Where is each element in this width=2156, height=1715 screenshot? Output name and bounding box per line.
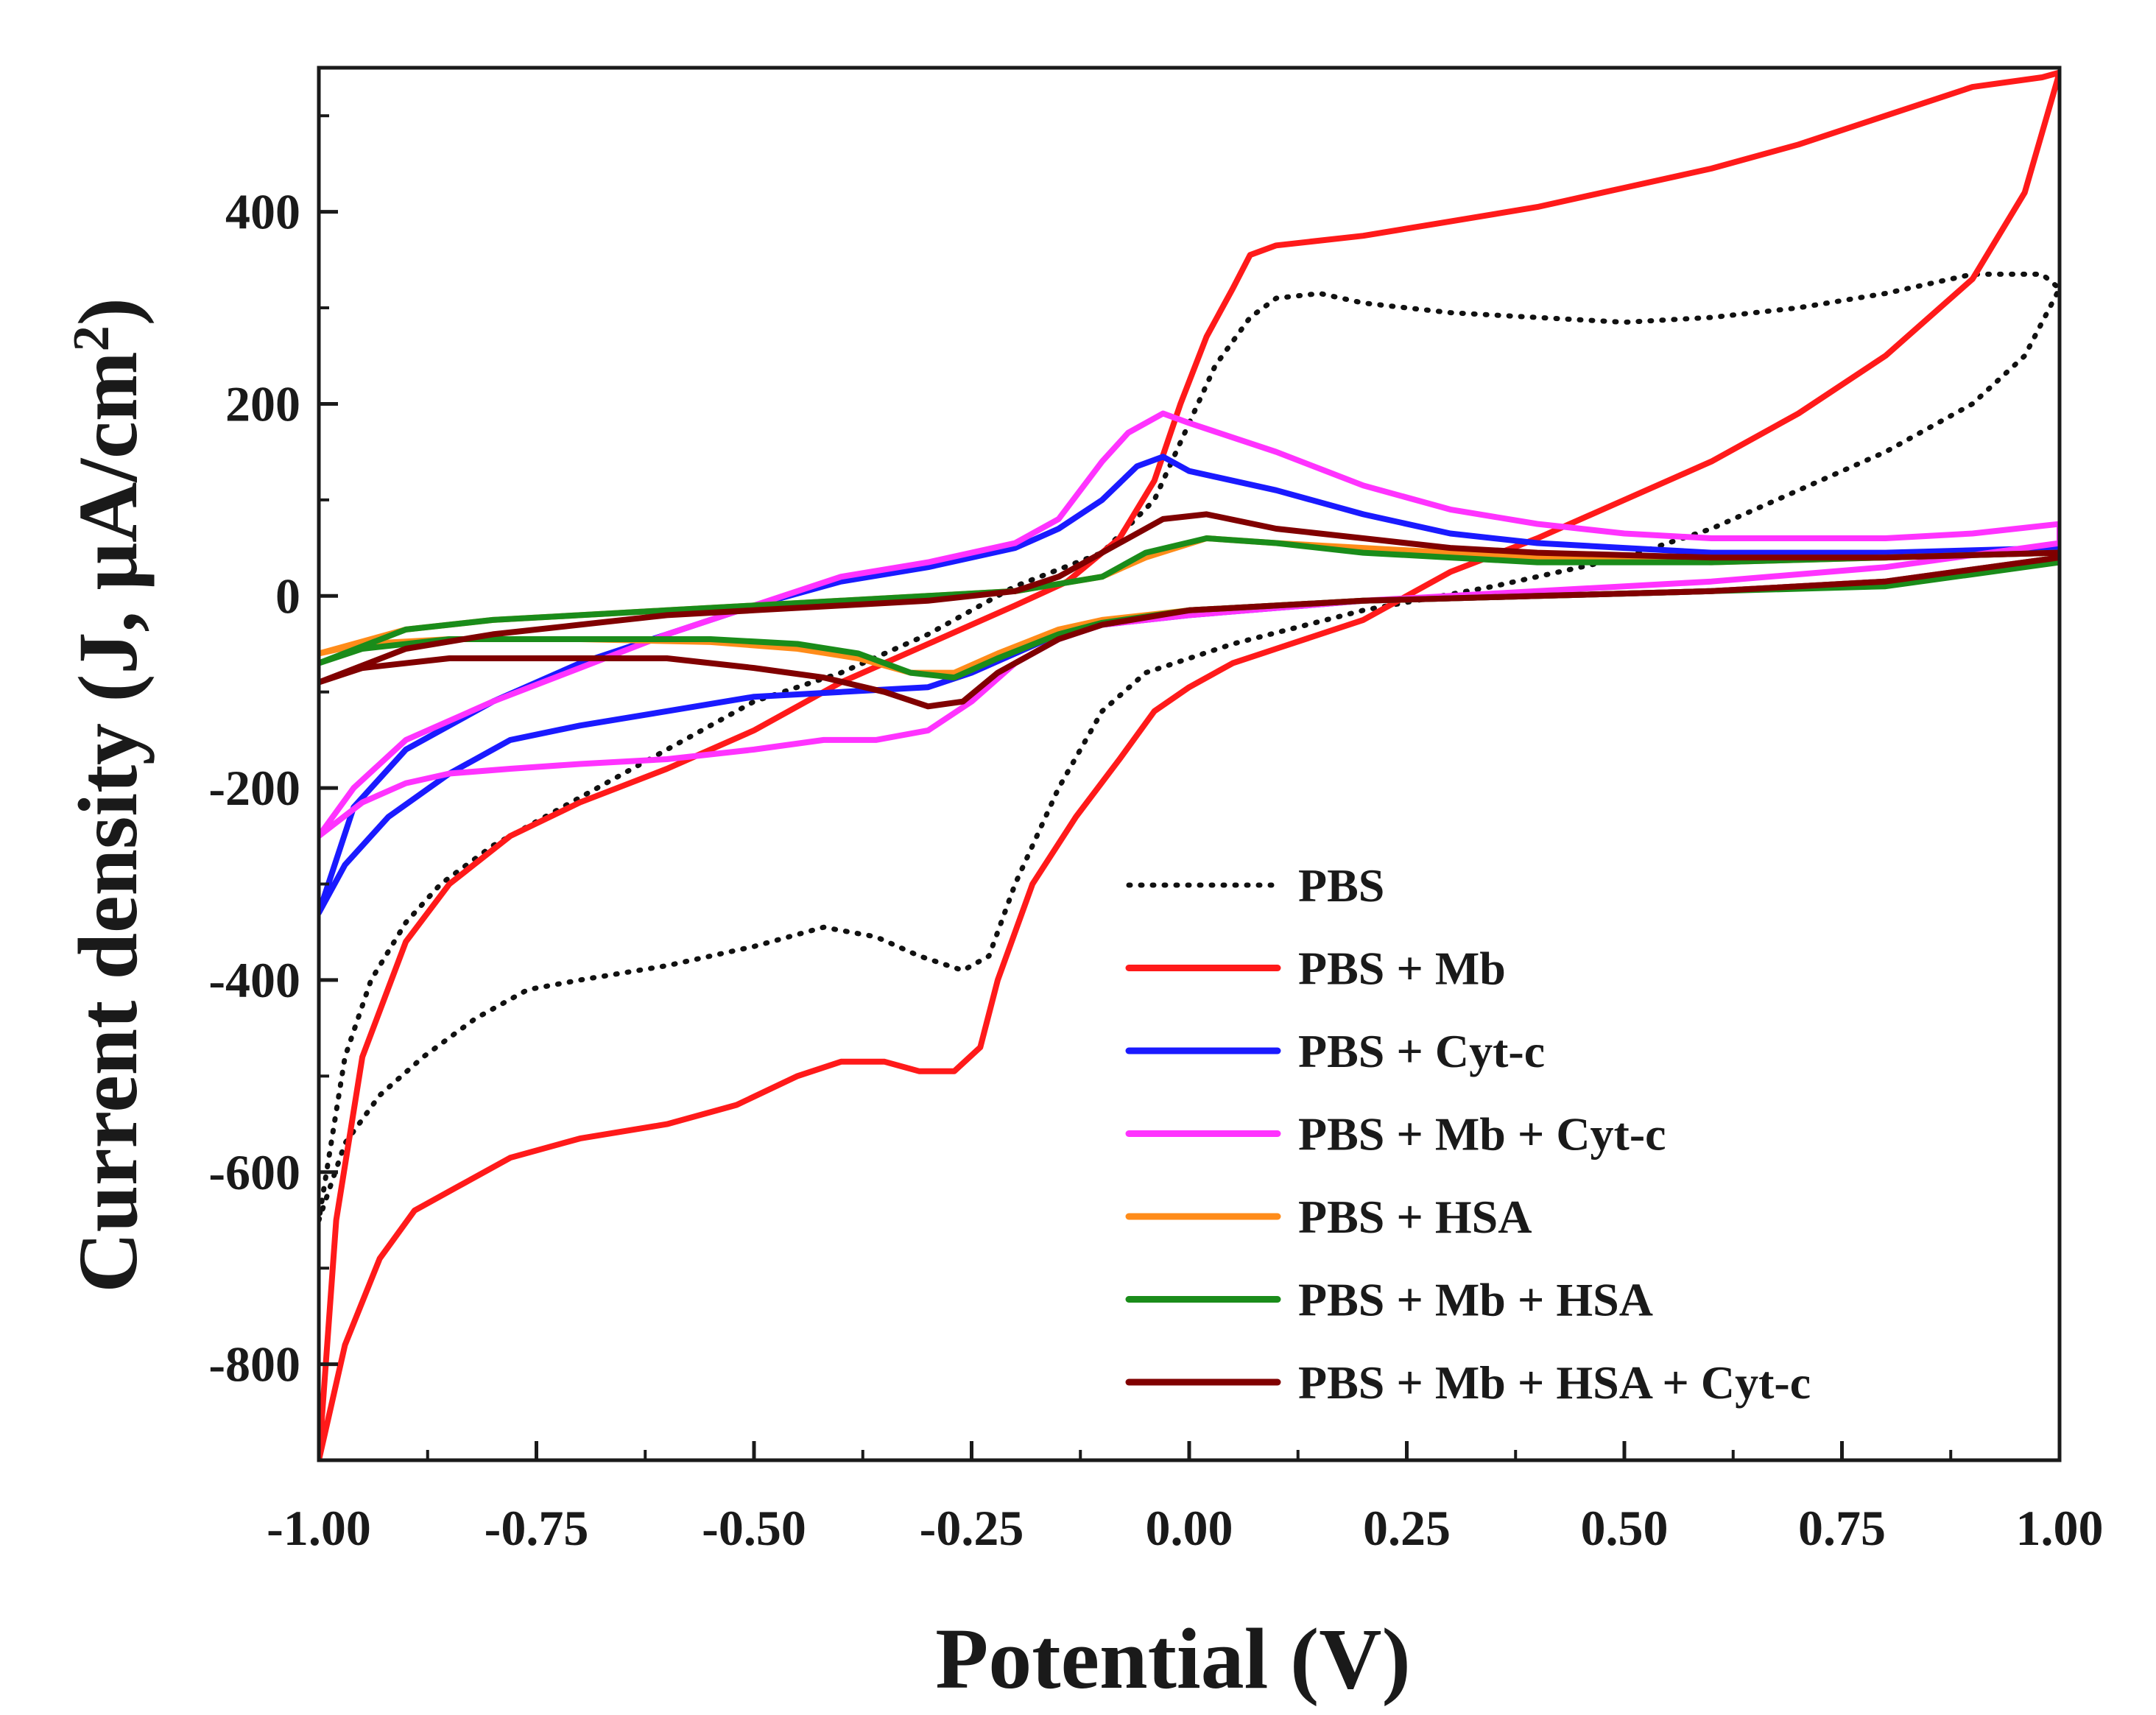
x-axis-title: Potential (V) xyxy=(935,1610,1411,1707)
series-line-pbs-cyt-c xyxy=(319,454,2060,916)
series-line-pbs xyxy=(319,271,2060,1223)
x-tick-label: -0.25 xyxy=(920,1500,1024,1556)
y-tick-label: 400 xyxy=(225,184,300,240)
legend: PBS PBS + Mb PBS + Cyt-c PBS + Mb + Cyt-c PB… xyxy=(1125,859,1811,1409)
legend-label: PBS + Cyt-c xyxy=(1298,1025,1545,1077)
legend-label: PBS xyxy=(1298,859,1384,912)
x-tick-label: 0.00 xyxy=(1146,1500,1233,1556)
series-line-pbs-mb-cyt-c xyxy=(319,410,2060,839)
x-tick-label: 0.25 xyxy=(1363,1500,1451,1556)
legend-label: PBS + Mb + Cyt-c xyxy=(1298,1108,1666,1161)
legend-label: PBS + Mb + HSA + Cyt-c xyxy=(1298,1356,1811,1409)
legend-label: PBS + Mb xyxy=(1298,943,1506,995)
y-tick-label: -600 xyxy=(208,1144,300,1200)
x-tick-label: 0.75 xyxy=(1798,1500,1886,1556)
axis-ticks xyxy=(317,114,2062,1462)
legend-label: PBS + Mb + HSA xyxy=(1298,1274,1653,1326)
x-tick-labels: -1.00 -0.75 -0.50 -0.25 0.00 0.25 0.50 0.75 1.00 xyxy=(267,1500,2103,1556)
x-tick-label: -0.50 xyxy=(702,1500,806,1556)
y-tick-labels: -800 -600 -400 -200 0 200 400 xyxy=(208,184,300,1392)
legend-label: PBS + HSA xyxy=(1298,1191,1532,1243)
series-layer xyxy=(319,69,2060,1460)
x-tick-label: 1.00 xyxy=(2016,1500,2104,1556)
x-tick-label: 0.50 xyxy=(1581,1500,1669,1556)
y-tick-label: -800 xyxy=(208,1337,300,1392)
series-line-pbs-mb xyxy=(319,69,2060,1460)
y-tick-label: -400 xyxy=(208,952,300,1008)
y-tick-label: 200 xyxy=(225,376,300,432)
x-tick-label: -1.00 xyxy=(267,1500,371,1556)
y-tick-label: 0 xyxy=(275,568,300,624)
y-axis-title: Current density (J, μA/cm2) xyxy=(61,297,155,1292)
x-tick-label: -0.75 xyxy=(485,1500,589,1556)
y-tick-label: -200 xyxy=(208,760,300,816)
series-line-pbs-mb-hsa-cyt-c xyxy=(319,511,2060,710)
series-line-pbs-mb-hsa xyxy=(319,535,2060,681)
